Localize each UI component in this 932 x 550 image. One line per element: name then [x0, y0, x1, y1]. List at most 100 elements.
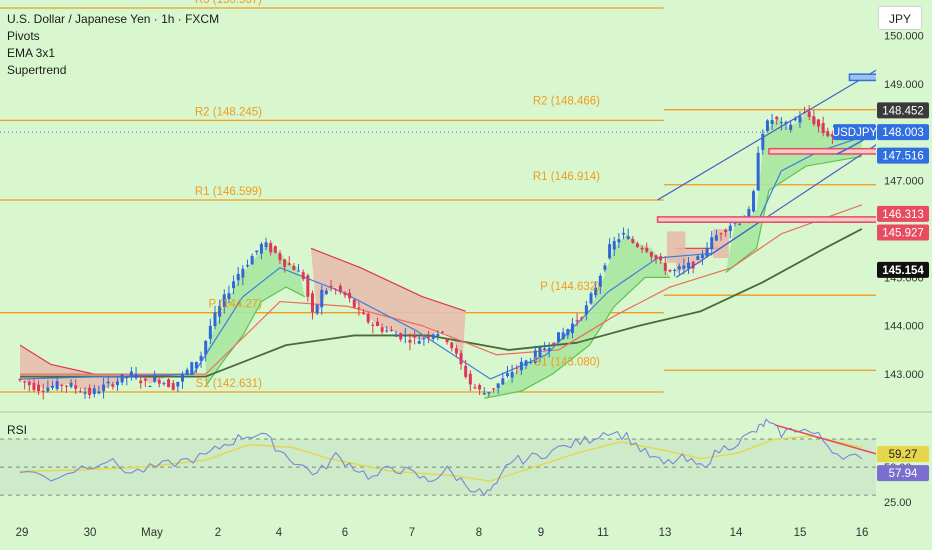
candle-body — [380, 327, 384, 332]
candle-body — [547, 348, 551, 351]
candle-body — [245, 264, 249, 267]
candle-body — [111, 384, 115, 387]
price-label-tag — [877, 261, 929, 278]
price-label-text: 148.452 — [882, 105, 924, 117]
candle-body — [649, 252, 653, 257]
candle-body — [677, 266, 681, 270]
candle-body — [208, 325, 212, 339]
rsi-title[interactable]: RSI — [7, 423, 28, 437]
price-label-tag — [877, 124, 929, 141]
candle-body — [357, 307, 361, 309]
indicator-ema[interactable]: EMA 3x1 — [7, 46, 56, 60]
candle-body — [236, 273, 240, 281]
candle-body — [580, 317, 584, 319]
candle-body — [134, 373, 138, 379]
candle-body — [106, 381, 110, 384]
y-tick-label: 143.000 — [884, 369, 924, 381]
candle-body — [32, 383, 36, 390]
x-tick-label: 30 — [84, 527, 97, 539]
candle-body — [515, 367, 519, 369]
candle-body — [297, 270, 301, 272]
candle-body — [710, 237, 714, 250]
price-label-text: 145.927 — [882, 228, 924, 240]
candle-body — [575, 320, 579, 322]
candle-body — [320, 289, 324, 308]
candle-body — [673, 269, 677, 271]
candle-body — [691, 261, 695, 269]
candle-body — [23, 381, 27, 383]
candle-body — [222, 294, 226, 308]
candle-body — [27, 381, 31, 386]
supertrend-up-fill — [484, 233, 670, 399]
candle-body — [552, 342, 556, 345]
currency-button[interactable]: JPY — [878, 6, 922, 30]
indicator-pivots[interactable]: Pivots — [7, 29, 40, 43]
resistance-zone — [768, 147, 876, 155]
pivot-label: S1 (142.631) — [196, 378, 263, 390]
supertrend-up-fill-line — [484, 276, 670, 399]
candle-body — [338, 285, 342, 292]
candle-body — [362, 312, 366, 315]
price-label-text: 145.154 — [882, 265, 924, 277]
symbol-title[interactable]: U.S. Dollar / Japanese Yen · 1h · FXCM — [7, 12, 220, 26]
candle-body — [389, 329, 393, 331]
channel-line — [657, 69, 876, 201]
candle-body — [645, 247, 649, 252]
candle-body — [46, 387, 50, 392]
candle-body — [663, 262, 667, 271]
x-tick-label: 2 — [215, 527, 221, 539]
candle-body — [468, 373, 472, 385]
candle-body — [176, 381, 180, 387]
candle-body — [557, 332, 561, 343]
candle-body — [115, 381, 119, 386]
candle-body — [714, 235, 718, 241]
x-tick-label: 9 — [538, 527, 544, 539]
candle-body — [343, 292, 347, 296]
candle-body — [450, 342, 454, 349]
candle-body — [654, 255, 658, 260]
candle-body — [371, 324, 375, 326]
candle-body — [427, 336, 431, 338]
candle-body — [292, 266, 296, 271]
supertrend-down-fill — [310, 248, 466, 360]
candle-body — [454, 348, 458, 354]
x-tick-label: 7 — [409, 527, 415, 539]
candle-body — [167, 379, 171, 388]
price-label-text: USDJPY — [832, 127, 878, 139]
rsi-label-tag — [877, 446, 929, 463]
pivot-label: R2 (148.466) — [533, 96, 600, 108]
x-tick-label: 6 — [342, 527, 348, 539]
candle-body — [324, 290, 328, 294]
candle-body — [561, 332, 565, 340]
candle-body — [41, 390, 45, 392]
candle-body — [283, 259, 287, 267]
candle-body — [375, 321, 379, 326]
candle-body — [626, 236, 630, 240]
target-arrow — [836, 130, 876, 155]
supertrend-up-fill-line — [205, 286, 306, 387]
candle-body — [218, 305, 222, 317]
candle-body — [594, 287, 598, 296]
rsi-ma-line — [19, 435, 862, 482]
candle-body — [719, 233, 723, 235]
candle-body — [631, 238, 635, 243]
candle-body — [278, 253, 282, 261]
candle-body — [789, 124, 793, 130]
chart-legend: U.S. Dollar / Japanese Yen · 1h · FXCM P… — [7, 11, 219, 79]
candle-body — [50, 385, 54, 388]
candle-body — [492, 388, 496, 390]
candle-body — [92, 388, 96, 395]
candle-body — [668, 269, 672, 272]
candle-body — [329, 285, 333, 287]
candle-body — [185, 369, 189, 375]
candle-body — [394, 334, 398, 337]
candle-body — [213, 312, 217, 327]
indicator-supertrend[interactable]: Supertrend — [7, 63, 67, 77]
candle-body — [143, 378, 147, 381]
candle-body — [543, 348, 547, 350]
candle-body — [728, 225, 732, 232]
candle-body — [64, 385, 68, 387]
candle-body — [608, 244, 612, 259]
candle-body — [687, 262, 691, 269]
